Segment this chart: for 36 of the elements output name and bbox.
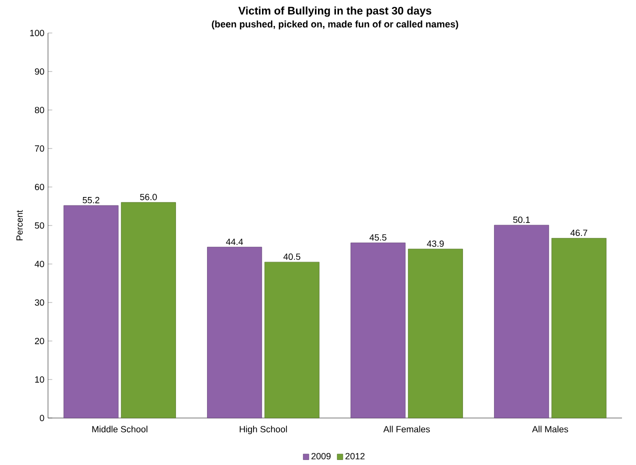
y-tick-label: 20	[34, 338, 44, 344]
y-tick-label: 100	[30, 30, 44, 36]
data-label: 40.5	[283, 254, 300, 260]
data-label: 43.9	[426, 240, 444, 247]
y-tick-label: 10	[35, 376, 44, 383]
x-tick-label: All Females	[383, 426, 430, 432]
y-tick-label: 60	[34, 184, 44, 190]
y-tick-label: 0	[40, 414, 44, 422]
y-tick-label: 70	[34, 145, 44, 152]
bar	[350, 242, 406, 418]
y-axis-title: Percent	[16, 210, 23, 240]
y-tick-label: 50	[34, 222, 44, 229]
chart-title: Victim of Bullying in the past 30 days	[238, 6, 432, 17]
bar	[494, 224, 550, 418]
legend-label: 2009	[312, 452, 331, 460]
bar	[64, 205, 119, 418]
bar	[207, 246, 262, 418]
y-tick-label: 80	[34, 106, 44, 114]
data-label: 44.4	[226, 238, 244, 245]
bar	[408, 248, 463, 418]
data-label: 50.1	[513, 216, 530, 223]
x-tick-label: High School	[240, 426, 287, 434]
y-tick-label: 40	[34, 260, 44, 268]
bar	[120, 202, 176, 418]
data-label: 46.7	[570, 230, 588, 236]
bar	[551, 238, 606, 418]
data-label: 45.5	[370, 234, 386, 241]
y-tick-label: 30	[34, 299, 44, 306]
legend-label: 2012	[346, 452, 365, 460]
data-label: 55.2	[82, 196, 100, 204]
x-tick-label: Middle School	[92, 426, 148, 432]
y-tick-label: 90	[34, 68, 44, 75]
bar	[264, 262, 320, 418]
chart-subtitle: (been pushed, picked on, made fun of or called names)	[212, 20, 458, 30]
x-tick-label: All Males	[532, 426, 568, 432]
data-label: 56.0	[140, 194, 157, 200]
